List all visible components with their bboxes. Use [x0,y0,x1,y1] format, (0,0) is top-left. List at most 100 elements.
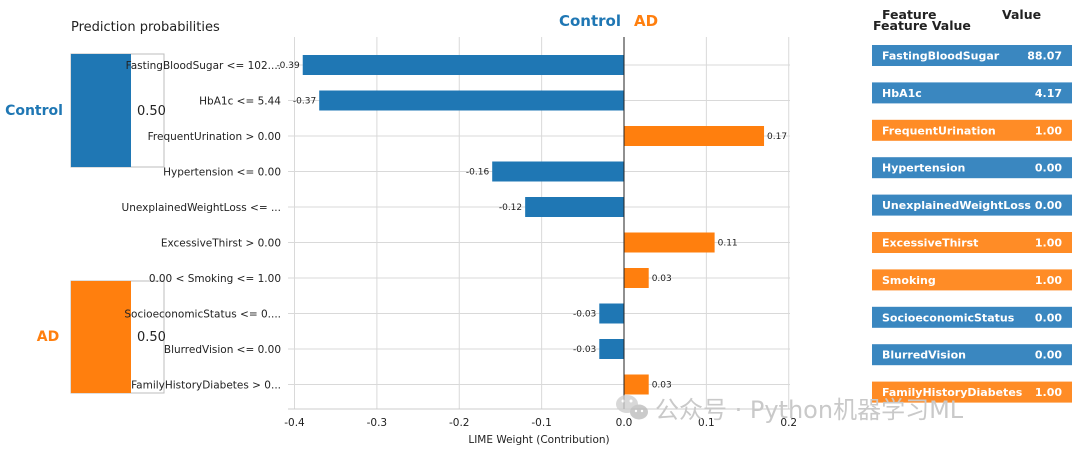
table-feature-name: BlurredVision [882,349,966,362]
bar [492,161,624,182]
bar [599,339,624,359]
category-label: FamilyHistoryDiabetes > 0... [131,380,281,392]
table-feature-name: UnexplainedWeightLoss [882,199,1031,212]
category-label: Hypertension <= 0.00 [163,167,281,179]
header-control-label: Control [559,12,621,30]
bar [525,197,624,217]
table-row-bg [872,119,1072,141]
bar [624,232,715,253]
table-row: Smoking 1.00 [872,269,1072,291]
table-row: HbA1c 4.17 [872,82,1072,104]
x-tick-label: 0.2 [780,417,797,429]
table-feature-value: 1.00 [1035,124,1062,137]
x-tick-label: -0.2 [449,417,470,429]
table-feature-value: 1.00 [1035,237,1062,250]
table-row: SocioeconomicStatus 0.00 [872,306,1072,328]
proba-ad-bar [71,281,131,393]
table-feature-name: Hypertension [882,162,965,175]
table-head-feature-value: Feature Value [873,18,971,33]
bar-value-label: -0.03 [573,345,596,355]
category-label: 0.00 < Smoking <= 1.00 [149,273,281,285]
table-row-bg [872,194,1072,216]
x-tick-label: -0.3 [367,417,388,429]
bar [599,303,624,324]
table-feature-name: FamilyHistoryDiabetes [882,386,1023,399]
x-tick-label: 0.0 [616,417,633,429]
table-feature-value: 1.00 [1035,274,1062,287]
table-rows: FastingBloodSugar 88.07 HbA1c 4.17 FrequentU… [872,45,1072,403]
table-row-bg [872,45,1072,66]
bar-value-label: -0.12 [499,203,522,213]
header-ad-label: AD [634,12,658,30]
x-tick-labels: -0.4 -0.3 -0.2 -0.1 0.0 0.1 0.2 [284,417,797,429]
table-feature-name: ExcessiveThirst [882,237,978,250]
table-feature-name: FrequentUrination [882,124,996,137]
category-label: SocioeconomicStatus <= 0.... [124,309,281,321]
category-label: FastingBloodSugar <= 102.... [126,60,281,72]
proba-ad-value: 0.50 [137,330,166,345]
prediction-probabilities-panel: Prediction probabilities Control 0.50 AD… [5,20,220,394]
table-feature-value: 0.00 [1035,349,1062,362]
category-label: ExcessiveThirst > 0.00 [161,238,281,250]
table-feature-value: 4.17 [1035,87,1062,100]
table-row-bg [872,157,1072,179]
table-row-bg [872,306,1072,328]
proba-control-label: Control [5,103,63,119]
proba-control-bar [71,54,131,167]
bar-value-label: 0.03 [652,381,672,391]
table-feature-name: SocioeconomicStatus [882,311,1015,324]
bar [302,55,624,75]
table-head-feature: Feature [882,7,936,22]
bar [624,268,649,288]
proba-title: Prediction probabilities [71,20,220,35]
category-label: UnexplainedWeightLoss <= ... [122,202,281,214]
table-row-bg [872,82,1072,104]
table-row: Hypertension 0.00 [872,157,1072,179]
bar-value-label: -0.03 [573,310,596,320]
watermark: 公众号 · Python机器学习ML [616,395,964,424]
watermark-text: 公众号 · Python机器学习ML [655,396,964,424]
x-tick-label: 0.1 [698,417,715,429]
table-feature-value: 1.00 [1035,386,1062,399]
table-feature-value: 88.07 [1027,50,1062,63]
proba-ad-label: AD [37,329,59,345]
feature-value-table: Feature Feature Value Value FastingBlood… [872,7,1072,403]
table-feature-name: HbA1c [882,87,922,100]
table-row: FastingBloodSugar 88.07 [872,45,1072,66]
bar-value-label: 0.17 [767,132,787,142]
bar [624,126,765,146]
table-row: FrequentUrination 1.00 [872,119,1072,141]
table-row: FamilyHistoryDiabetes 1.00 [872,381,1072,403]
category-label: HbA1c <= 5.44 [199,96,281,108]
x-axis-title: LIME Weight (Contribution) [468,434,609,446]
proba-control-value: 0.50 [137,104,166,119]
table-feature-value: 0.00 [1035,199,1062,212]
category-label: BlurredVision <= 0.00 [164,344,281,356]
bar-value-label: 0.03 [652,274,672,284]
wechat-icon [616,395,648,420]
x-tick-label: -0.4 [284,417,305,429]
table-row-bg [872,381,1072,403]
table-row-bg [872,344,1072,366]
bar-value-labels: -0.39 -0.37 0.17 -0.16 -0.12 0.11 0.03 -0.03 -0.… [276,61,787,391]
table-row-bg [872,269,1072,291]
bar-value-label: -0.39 [276,61,300,71]
bar-value-label: -0.16 [466,168,490,178]
bar-value-label: 0.11 [718,239,738,249]
table-feature-name: FastingBloodSugar [882,50,1000,63]
table-feature-value: 0.00 [1035,162,1062,175]
table-feature-name: Smoking [882,274,936,287]
table-row: ExcessiveThirst 1.00 [872,232,1072,253]
bar-value-label: -0.37 [293,97,316,107]
table-head-value: Value [1002,7,1041,22]
category-labels: FastingBloodSugar <= 102.... HbA1c <= 5.4… [122,60,282,392]
table-feature-value: 0.00 [1035,311,1062,324]
table-row-bg [872,232,1072,253]
lime-weights-chart: FastingBloodSugar <= 102.... HbA1c <= 5.4… [122,37,797,446]
bars [302,55,765,395]
table-row: BlurredVision 0.00 [872,344,1072,366]
bar [319,90,624,111]
category-label: FrequentUrination > 0.00 [148,131,281,143]
x-tick-label: -0.1 [531,417,552,429]
